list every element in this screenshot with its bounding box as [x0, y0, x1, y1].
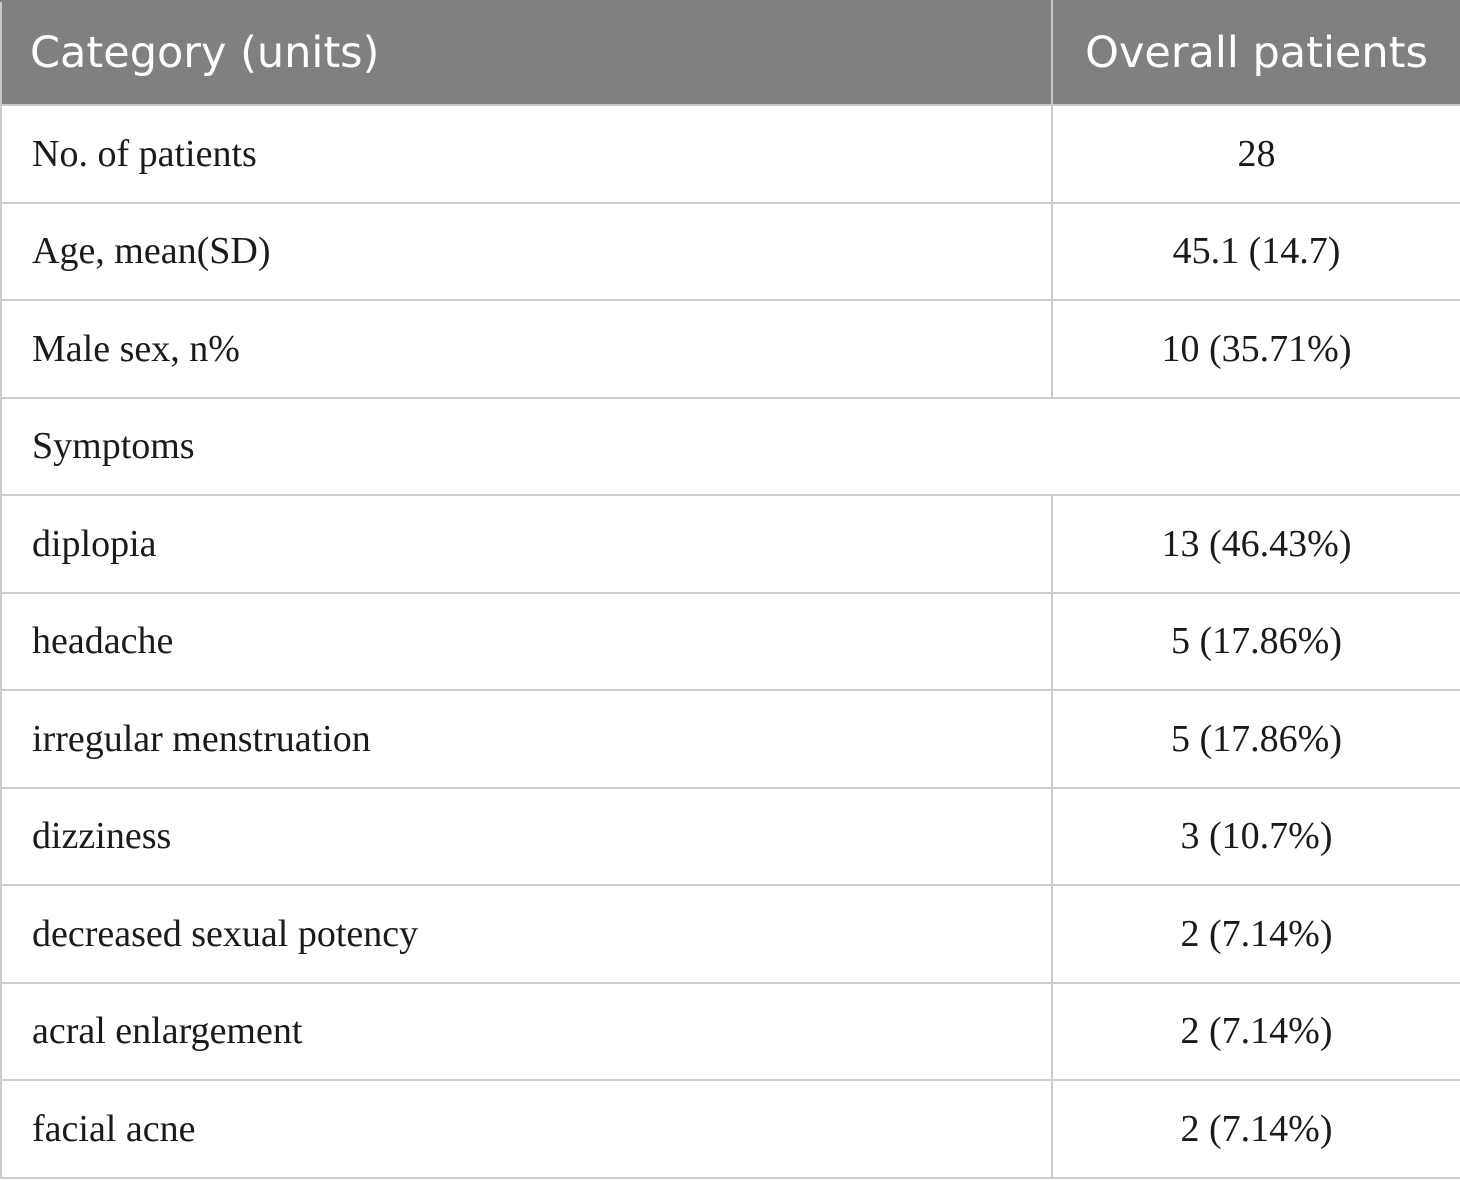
row-value: 45.1 (14.7) [1051, 201, 1460, 301]
row-label: No. of patients [0, 104, 1053, 204]
row-value: 5 (17.86%) [1051, 689, 1460, 789]
section-label: Symptoms [0, 396, 1460, 496]
table-row: dizziness 3 (10.7%) [0, 786, 1460, 886]
row-value: 3 (10.7%) [1051, 786, 1460, 886]
column-header-overall-patients: Overall patients [1051, 0, 1460, 106]
table-row: Male sex, n% 10 (35.71%) [0, 299, 1460, 399]
row-value: 5 (17.86%) [1051, 591, 1460, 691]
row-value: 2 (7.14%) [1051, 884, 1460, 984]
row-value: 2 (7.14%) [1051, 981, 1460, 1081]
row-label: headache [0, 591, 1053, 691]
row-label: Male sex, n% [0, 299, 1053, 399]
row-value: 10 (35.71%) [1051, 299, 1460, 399]
row-label: decreased sexual potency [0, 884, 1053, 984]
header-row: Category (units) Overall patients [0, 0, 1460, 106]
table-row: No. of patients 28 [0, 104, 1460, 204]
table-body: No. of patients 28 Age, mean(SD) 45.1 (1… [0, 104, 1460, 1179]
row-label: acral enlargement [0, 981, 1053, 1081]
row-label: facial acne [0, 1079, 1053, 1179]
section-row-symptoms: Symptoms [0, 396, 1460, 496]
table-row: acral enlargement 2 (7.14%) [0, 981, 1460, 1081]
table-row: headache 5 (17.86%) [0, 591, 1460, 691]
row-label: Age, mean(SD) [0, 201, 1053, 301]
row-label: irregular menstruation [0, 689, 1053, 789]
table-row: facial acne 2 (7.14%) [0, 1079, 1460, 1179]
row-value: 28 [1051, 104, 1460, 204]
table-row: Age, mean(SD) 45.1 (14.7) [0, 201, 1460, 301]
column-header-category: Category (units) [0, 0, 1053, 106]
row-value: 13 (46.43%) [1051, 494, 1460, 594]
table-row: irregular menstruation 5 (17.86%) [0, 689, 1460, 789]
row-label: diplopia [0, 494, 1053, 594]
table-row: decreased sexual potency 2 (7.14%) [0, 884, 1460, 984]
row-value: 2 (7.14%) [1051, 1079, 1460, 1179]
table-row: diplopia 13 (46.43%) [0, 494, 1460, 594]
row-label: dizziness [0, 786, 1053, 886]
table-header: Category (units) Overall patients [0, 0, 1460, 106]
